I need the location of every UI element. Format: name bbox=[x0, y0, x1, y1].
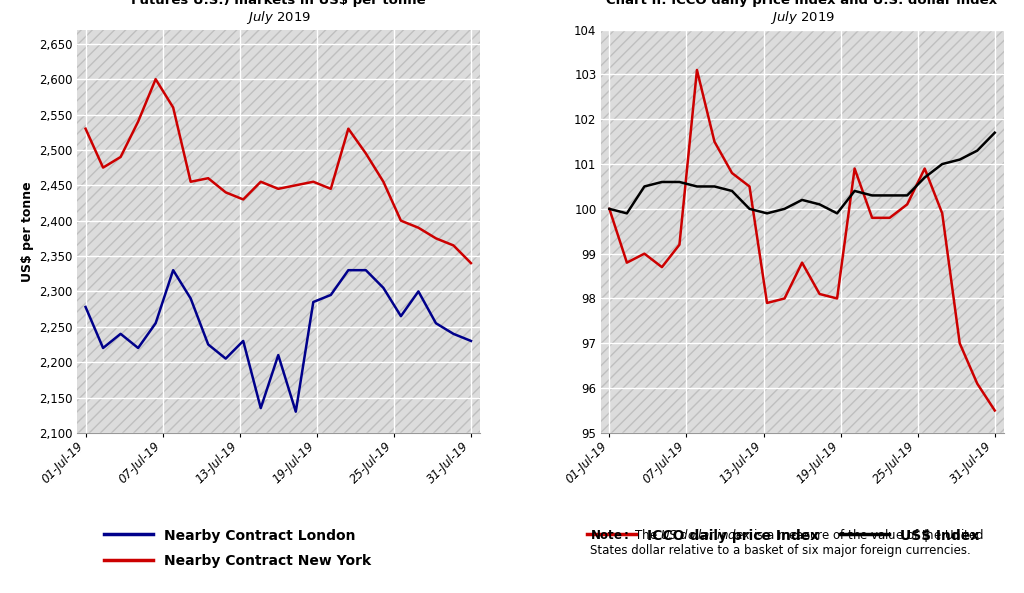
Title: Chart I: Prices of the nearby futures contract on the
London (ICE Futures Europe: Chart I: Prices of the nearby futures co… bbox=[83, 0, 474, 26]
Bar bbox=[77, 30, 479, 433]
Text: $\bf{Note:}$ The $\it{US\ dollar\ index}$ is a measure of the value of the Unite: $\bf{Note:}$ The $\it{US\ dollar\ index}… bbox=[591, 528, 984, 557]
FancyBboxPatch shape bbox=[479, 0, 1024, 554]
Bar bbox=[601, 30, 1004, 433]
Y-axis label: US$ per tonne: US$ per tonne bbox=[20, 181, 34, 282]
Legend: ICCO daily price Index, US$ Index: ICCO daily price Index, US$ Index bbox=[588, 528, 979, 543]
Title: Chart II: ICCO daily price index and U.S. dollar index
$\bf{\it{July\ 2019}}$: Chart II: ICCO daily price index and U.S… bbox=[606, 0, 997, 26]
Legend: Nearby Contract London, Nearby Contract New York: Nearby Contract London, Nearby Contract … bbox=[103, 528, 371, 568]
FancyBboxPatch shape bbox=[0, 0, 601, 554]
